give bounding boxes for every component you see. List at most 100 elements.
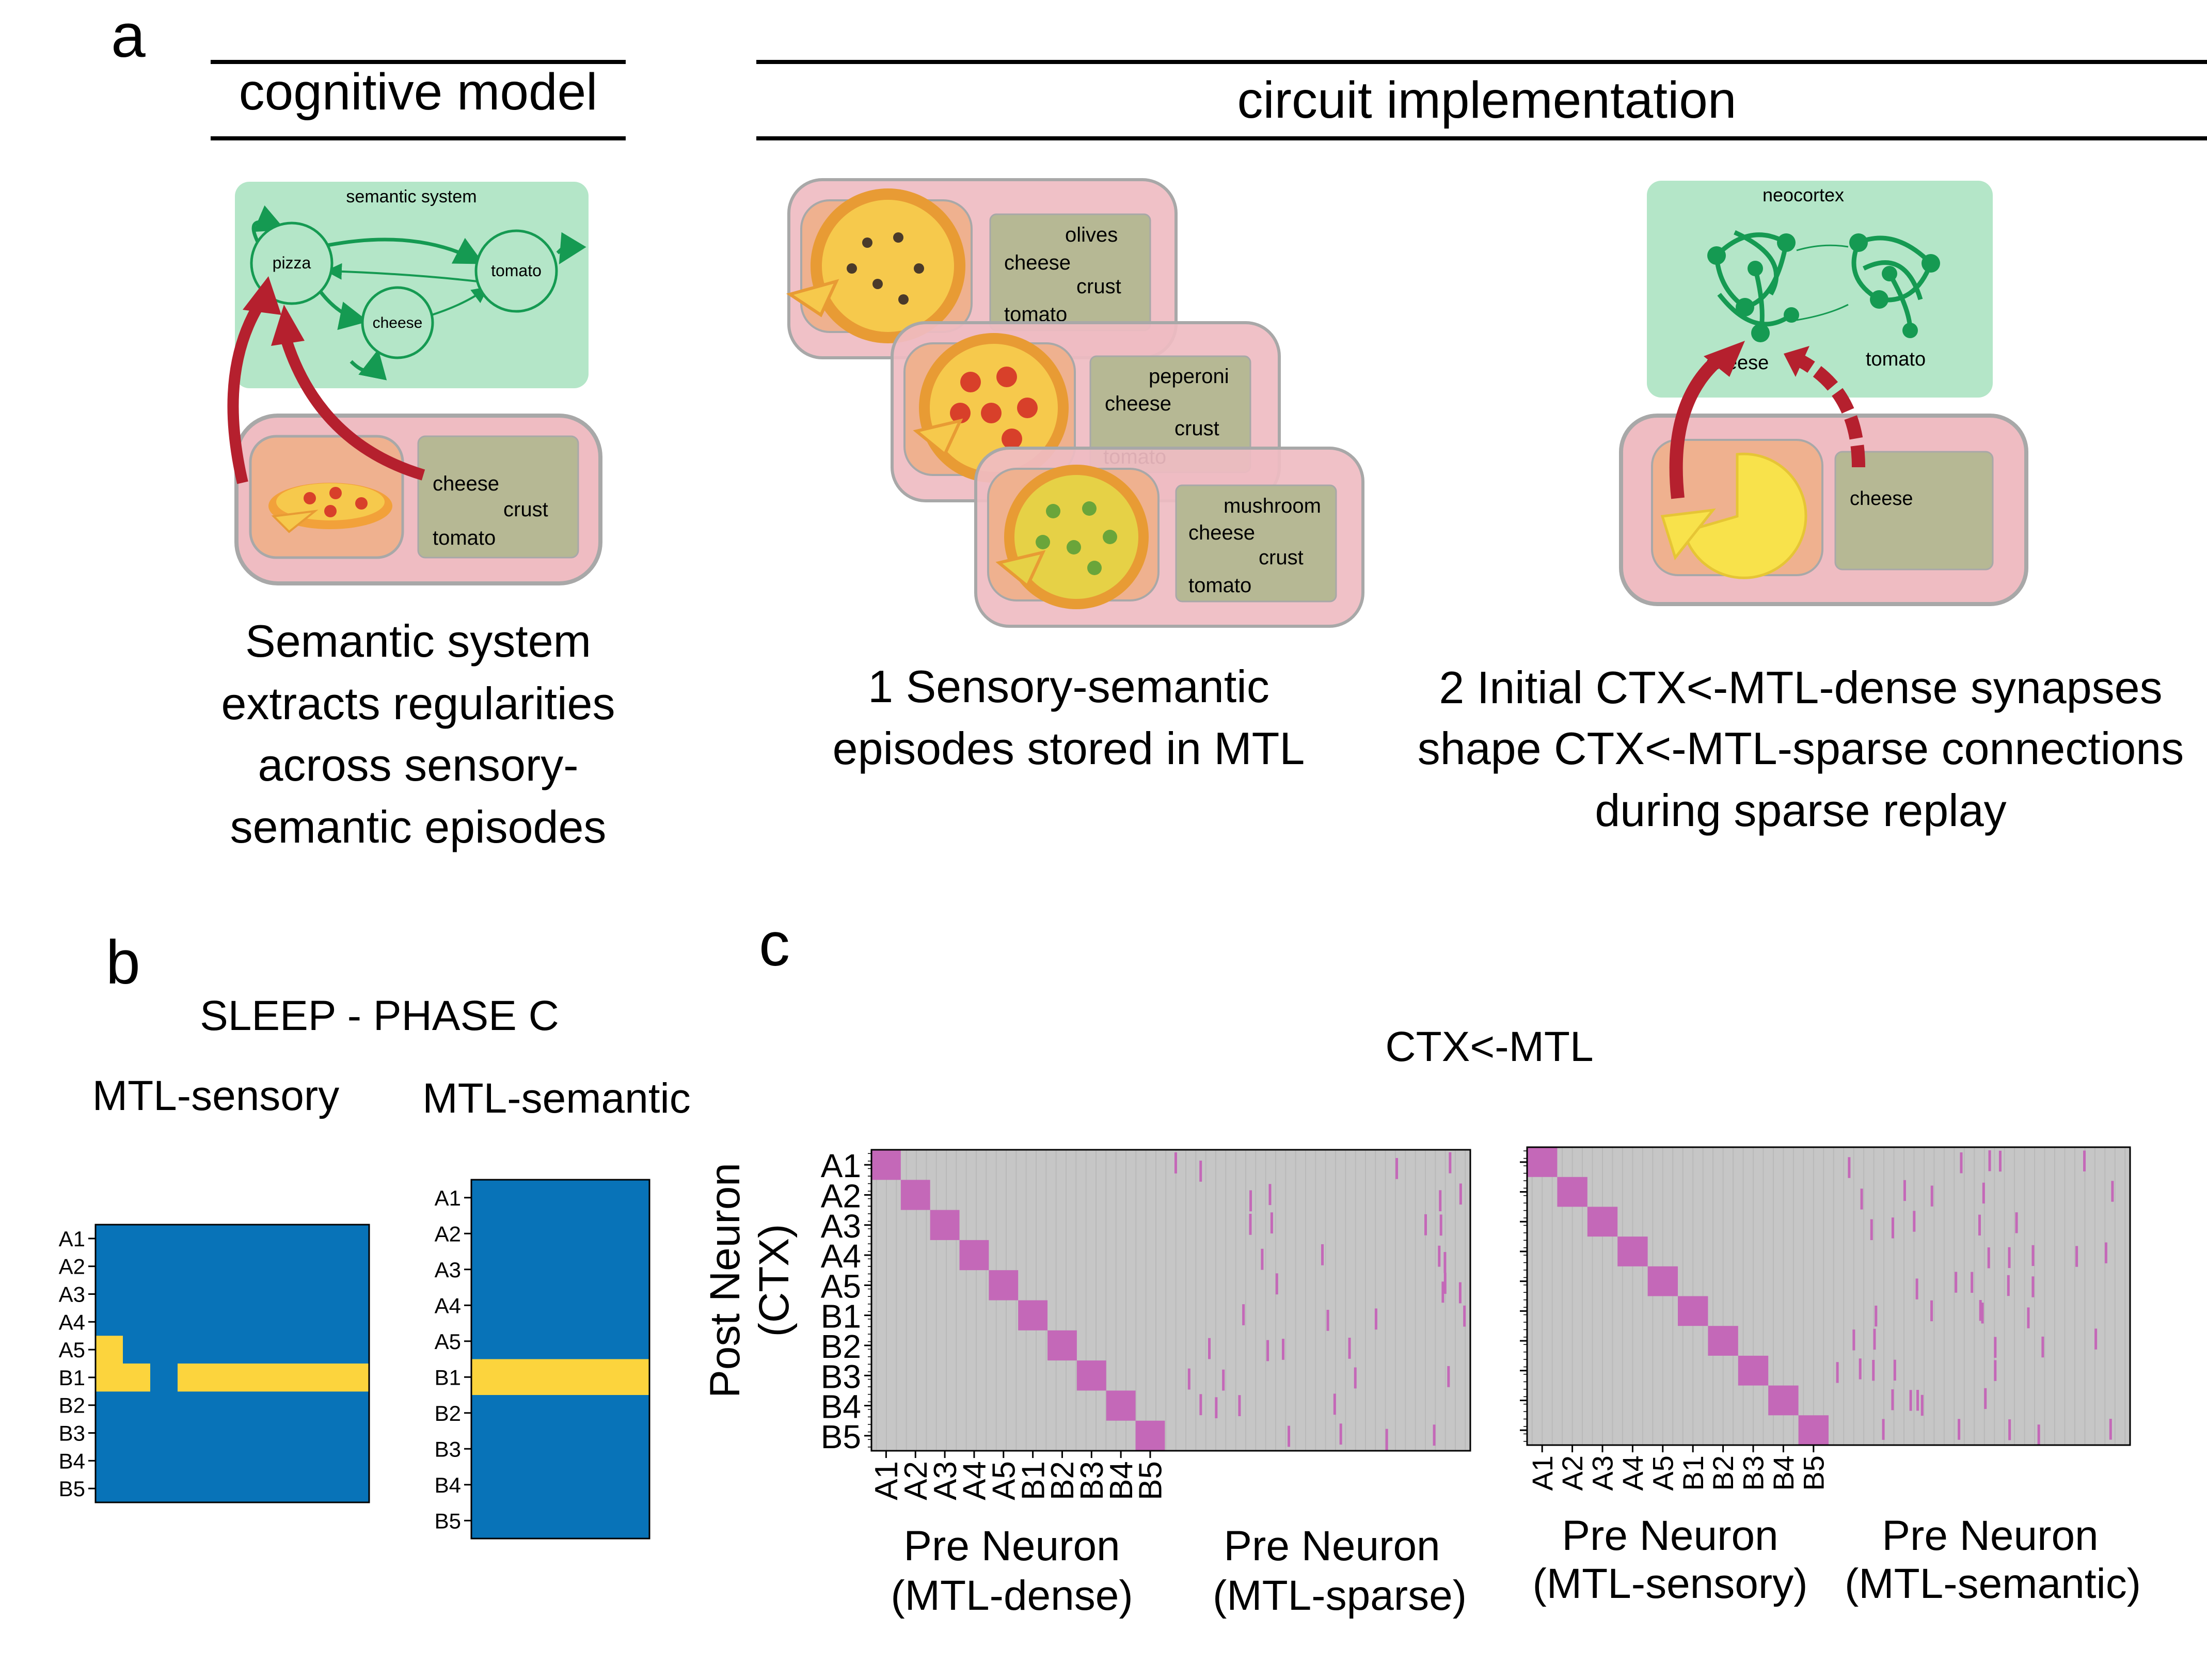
right-matrix-diagonal-b4: [1768, 1385, 1799, 1416]
semantic-system-diagram: semantic system pizza cheese tomato: [221, 182, 615, 852]
left-matrix-sparse-b1-2: [1463, 1305, 1466, 1327]
episode-word-box: [417, 435, 579, 559]
left-matrix-diagonal-a5: [989, 1270, 1019, 1301]
right-xlabel-semantic-1: Pre Neuron: [1882, 1512, 2098, 1559]
episodes-caption-1: 1 Sensory-semantic: [868, 661, 1269, 712]
left-matrix-row-label-b5: B5: [821, 1418, 861, 1455]
left-matrix-row-label-a4: A4: [821, 1238, 861, 1275]
edge-pizza-tomato: [320, 237, 484, 264]
mushroom-pizza-icon: [995, 465, 1149, 609]
right-matrix-sparse-a3-1: [2015, 1212, 2018, 1233]
node-pizza: [250, 221, 334, 305]
right-matrix-sparse-b3-2: [1994, 1360, 1997, 1381]
left-matrix-diagonal-b3: [1076, 1360, 1106, 1391]
left-matrix-sparse-a4-3: [1438, 1245, 1441, 1267]
left-matrix-sparse-b5-2: [1288, 1425, 1291, 1447]
right-matrix-col-label-b3: B3: [1737, 1455, 1770, 1491]
right-matrix-sparse-b4-4: [1891, 1389, 1894, 1410]
left-matrix-sparse-a1-1: [1449, 1152, 1452, 1174]
right-matrix-sparse-b5-4: [2109, 1419, 2112, 1440]
mtl-semantic-row-label-a4: A4: [435, 1293, 461, 1318]
mtl-semantic-row-label-a1: A1: [435, 1186, 461, 1210]
mtl-sensory-row-label-b4: B4: [59, 1449, 85, 1473]
left-matrix-sparse-b4-1: [1333, 1393, 1336, 1415]
left-matrix-sparse-b5-0: [1339, 1423, 1342, 1445]
cognitive-model-title: cognitive model: [239, 63, 598, 121]
right-matrix-sparse-b4-0: [1984, 1388, 1987, 1409]
mtl-sensory-cells: [96, 1225, 369, 1502]
right-matrix-sparse-b4-3: [1916, 1390, 1919, 1411]
right-matrix-sparse-b3-1: [1859, 1358, 1862, 1380]
right-matrix-sparse-b1-4: [1875, 1305, 1878, 1327]
right-matrix-sparse-b4-2: [1920, 1394, 1924, 1416]
right-matrix-sparse-b2-2: [1873, 1328, 1876, 1350]
right-matrix-sparse-a1-4: [1960, 1152, 1963, 1174]
right-matrix-diagonal-a1: [1527, 1147, 1558, 1177]
mtl-sensory-row-label-a1: A1: [59, 1227, 85, 1251]
right-matrix-sparse-b3-0: [1836, 1362, 1839, 1383]
neocortex-label: neocortex: [1763, 184, 1844, 205]
left-matrix-row-label-a1: A1: [821, 1147, 861, 1184]
right-matrix-sparse-a3-4: [1891, 1217, 1894, 1239]
right-matrix-sparse-a2-2: [1982, 1182, 1985, 1204]
stacked-episodes: olives cheese crust tomato peperoni: [786, 178, 1364, 774]
left-matrix-diagonal-a3: [930, 1210, 960, 1240]
left-matrix-diagonal-a4: [959, 1240, 989, 1271]
replay-caption-1: 2 Initial CTX<-MTL-dense synapses: [1439, 662, 2162, 713]
olives-word-2: cheese: [1004, 251, 1071, 274]
node-cheese: [361, 286, 434, 359]
right-matrix-sparse-a2-1: [1903, 1180, 1906, 1201]
self-loop-tomato: [556, 232, 586, 265]
right-matrix-sparse-a5-4: [1915, 1278, 1918, 1299]
left-matrix-diagonal-a1: [871, 1150, 901, 1180]
replay-word-box: [1834, 451, 1994, 570]
left-matrix-diagonal-a2: [900, 1180, 930, 1210]
right-matrix-bg: [1527, 1147, 2130, 1445]
episode-olives: olives cheese crust tomato: [786, 178, 1178, 359]
left-matrix-sparse-a2-1: [1268, 1184, 1272, 1206]
right-matrix-sparse-a4-4: [1987, 1247, 1990, 1269]
left-matrix-col-label-a3: A3: [928, 1461, 963, 1500]
panel-a-letter: a: [111, 1, 146, 70]
mtl-sensory-active-b1-2: [178, 1364, 369, 1392]
semantic-caption-4: semantic episodes: [230, 801, 607, 852]
node-cheese-label: cheese: [373, 314, 423, 331]
panel-c: c CTX<-MTL Post Neuron (CTX) A1A2A3A4A5B…: [702, 910, 2141, 1619]
replay-caption-3: during sparse replay: [1595, 785, 2006, 836]
post-neuron-ctx-label: (CTX): [751, 1224, 798, 1337]
left-matrix-row-label-a2: A2: [821, 1177, 861, 1214]
episode-word-cheese: cheese: [433, 472, 499, 495]
left-xlabel-sparse-1: Pre Neuron: [1224, 1523, 1440, 1570]
mtl-semantic-row-label-a5: A5: [435, 1329, 461, 1354]
left-matrix-sparse-b5-3: [1433, 1424, 1436, 1446]
right-matrix-sparse-a4-0: [2031, 1245, 2035, 1266]
right-matrix-diagonal-b1: [1678, 1296, 1708, 1326]
left-matrix-col-label-a5: A5: [986, 1461, 1022, 1500]
right-matrix-sparse-b3-3: [1872, 1359, 1875, 1381]
olive-pizza-icon: [786, 188, 965, 343]
right-matrix-sparse-b4-1: [1909, 1390, 1912, 1411]
mushroom-word-4: tomato: [1188, 574, 1251, 597]
peperoni-pizza-icon: [913, 333, 1069, 483]
right-matrix-frame: [1526, 1146, 2131, 1446]
right-matrix-sparse-b5-0: [2008, 1419, 2011, 1440]
mtl-sensory-frame: [94, 1224, 370, 1503]
mtl-semantic-row-label-b3: B3: [435, 1437, 461, 1461]
right-matrix-col-label-b4: B4: [1767, 1455, 1800, 1491]
mtl-sensory-row-label-a3: A3: [59, 1282, 85, 1307]
red-arrow-image-to-pizza: [227, 299, 266, 484]
right-matrix-sparse-a2-0: [2111, 1181, 2114, 1202]
red-arrow-image-to-cheese: [1669, 354, 1724, 499]
episode-word-tomato: tomato: [433, 527, 496, 549]
node-tomato: [474, 229, 558, 313]
left-matrix-sparse-a1-0: [1199, 1161, 1202, 1182]
right-matrix-sparse-a3-3: [1978, 1214, 1981, 1236]
left-matrix-col-label-a1: A1: [869, 1461, 904, 1500]
right-matrix-sparse-a5-3: [2031, 1276, 2035, 1297]
left-matrix-sparse-a5-1: [1443, 1273, 1447, 1294]
right-matrix-diagonal-b3: [1738, 1355, 1769, 1386]
episode-word-crust: crust: [503, 498, 548, 521]
